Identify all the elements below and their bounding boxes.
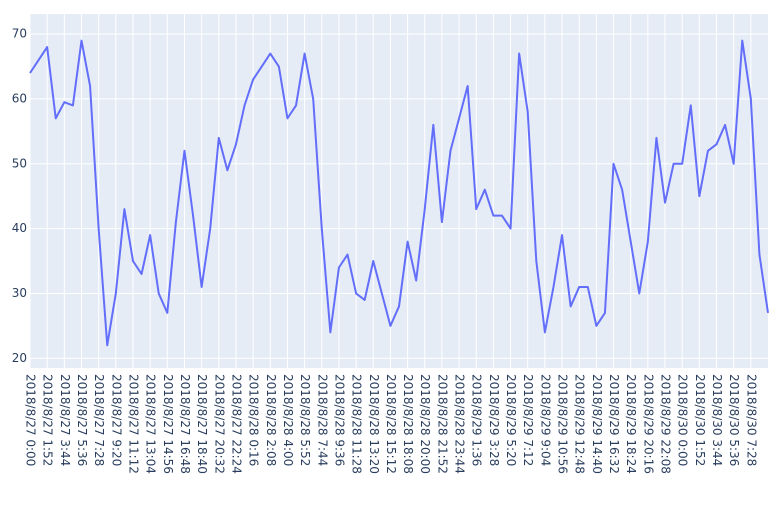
x-tick-label: 2018/8/28 9:36: [332, 374, 346, 466]
x-tick-label: 2018/8/28 7:44: [315, 374, 329, 466]
x-tick-label: 2018/8/28 2:08: [264, 374, 278, 466]
x-tick-label: 2018/8/27 11:12: [126, 374, 140, 474]
x-tick-label: 2018/8/29 12:48: [573, 374, 587, 474]
x-tick-label: 2018/8/28 0:16: [247, 374, 261, 466]
x-tick-label: 2018/8/28 11:28: [350, 374, 364, 474]
y-tick-label: 20: [12, 351, 27, 365]
y-tick-label: 70: [12, 27, 27, 41]
x-tick-label: 2018/8/29 9:04: [538, 374, 552, 466]
x-tick-label: 2018/8/28 4:00: [281, 374, 295, 466]
x-tick-label: 2018/8/29 22:08: [659, 374, 673, 474]
x-tick-label: 2018/8/28 21:52: [435, 374, 449, 474]
x-tick-label: 2018/8/27 13:04: [144, 374, 158, 474]
x-tick-label: 2018/8/29 14:40: [590, 374, 604, 474]
x-tick-label: 2018/8/29 16:32: [607, 374, 621, 474]
x-tick-label: 2018/8/28 20:00: [418, 374, 432, 474]
y-tick-label: 40: [12, 221, 27, 235]
x-tick-label: 2018/8/27 5:36: [75, 374, 89, 466]
x-tick-label: 2018/8/30 5:36: [727, 374, 741, 466]
x-tick-label: 2018/8/28 5:52: [298, 374, 312, 466]
x-tick-label: 2018/8/27 22:24: [229, 374, 243, 474]
x-tick-label: 2018/8/27 0:00: [24, 374, 38, 466]
x-tick-label: 2018/8/27 7:28: [92, 374, 106, 466]
x-tick-label: 2018/8/27 9:20: [109, 374, 123, 466]
x-tick-label: 2018/8/27 1:52: [41, 374, 55, 466]
x-tick-label: 2018/8/27 3:44: [58, 374, 72, 466]
plot-area: [30, 14, 768, 368]
y-tick-label: 50: [12, 156, 27, 170]
x-tick-label: 2018/8/27 20:32: [212, 374, 226, 474]
x-tick-label: 2018/8/29 7:12: [521, 374, 535, 466]
x-tick-label: 2018/8/29 20:16: [641, 374, 655, 474]
x-tick-label: 2018/8/27 16:48: [178, 374, 192, 474]
x-tick-label: 2018/8/29 10:56: [556, 374, 570, 474]
x-tick-label: 2018/8/28 23:44: [453, 374, 467, 474]
x-tick-label: 2018/8/28 13:20: [367, 374, 381, 474]
x-tick-label: 2018/8/28 15:12: [384, 374, 398, 474]
x-tick-label: 2018/8/30 0:00: [676, 374, 690, 466]
x-tick-label: 2018/8/29 5:20: [504, 374, 518, 466]
x-tick-label: 2018/8/28 18:08: [401, 374, 415, 474]
x-tick-label: 2018/8/29 1:36: [470, 374, 484, 466]
x-tick-label: 2018/8/30 1:52: [693, 374, 707, 466]
x-tick-label: 2018/8/27 18:40: [195, 374, 209, 474]
x-tick-label: 2018/8/30 7:28: [744, 374, 758, 466]
y-tick-label: 60: [12, 91, 27, 105]
x-tick-label: 2018/8/29 18:24: [624, 374, 638, 474]
x-tick-label: 2018/8/27 14:56: [161, 374, 175, 474]
x-tick-label: 2018/8/29 3:28: [487, 374, 501, 466]
x-tick-label: 2018/8/30 3:44: [710, 374, 724, 466]
y-tick-label: 30: [12, 286, 27, 300]
line: [29, 39, 769, 347]
